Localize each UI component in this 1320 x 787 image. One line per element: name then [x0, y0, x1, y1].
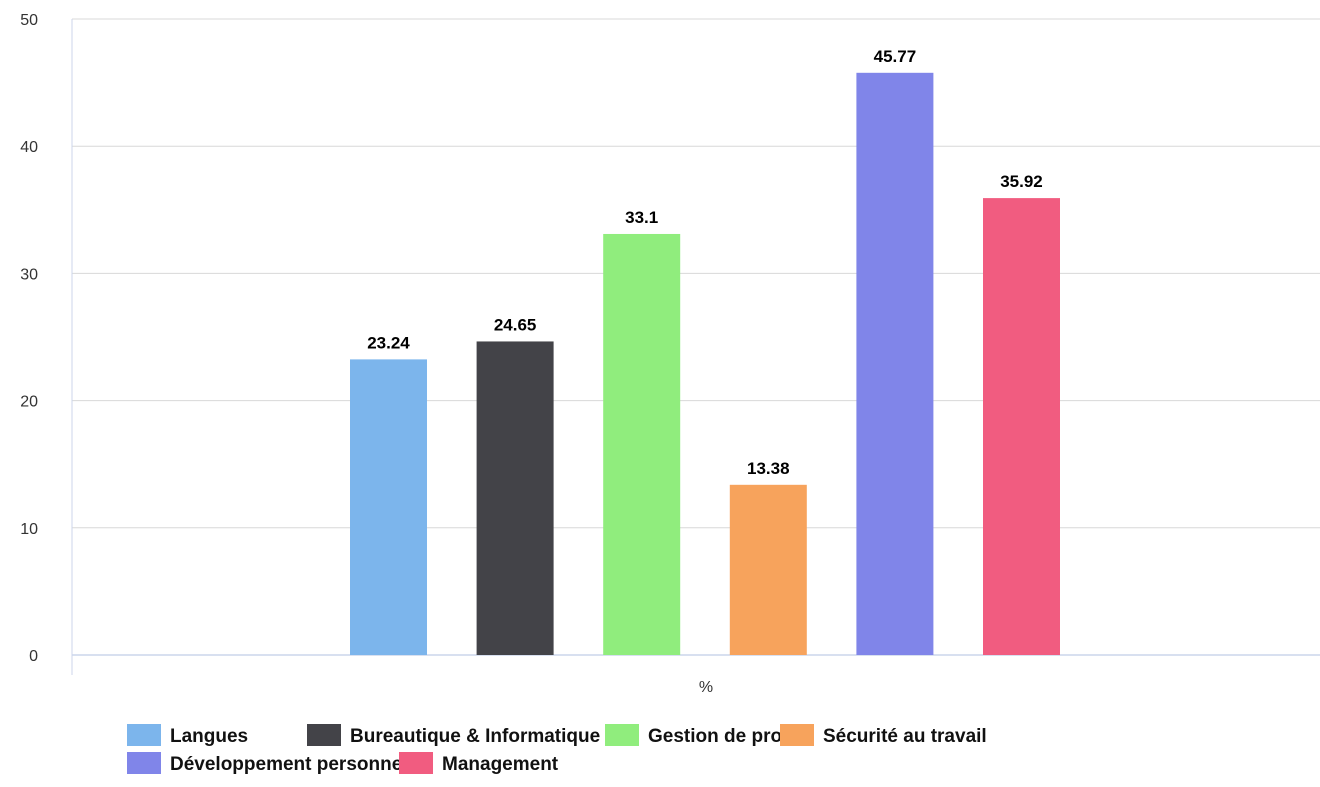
data-label: 35.92: [1000, 172, 1043, 191]
y-tick-label: 50: [20, 12, 38, 29]
y-tick-label: 20: [20, 394, 38, 411]
y-tick-label: 40: [20, 139, 38, 156]
grid-lines: [72, 18, 1320, 529]
data-labels: 23.24 24.65 33.1 13.38 45.77 35.92: [367, 47, 1043, 478]
legend-item[interactable]: Langues: [127, 724, 248, 747]
legend-swatch: [780, 724, 814, 746]
y-tick-label: 10: [20, 521, 38, 538]
legend-item[interactable]: Bureautique & Informatique: [307, 724, 600, 747]
y-axis-ticks: 0 10 20 30 40 50: [20, 12, 38, 665]
bar: [729, 484, 807, 655]
legend-item[interactable]: Sécurité au travail: [780, 724, 987, 747]
legend-swatch: [127, 724, 161, 746]
legend-item[interactable]: Management: [399, 752, 559, 775]
legend-item[interactable]: Développement personnel: [127, 752, 408, 775]
legend-swatch: [399, 752, 433, 774]
legend-label: Langues: [170, 726, 248, 747]
bars: [350, 72, 1060, 655]
axes: [71, 19, 1320, 675]
y-tick-label: 0: [29, 648, 38, 665]
data-label: 24.65: [494, 315, 537, 334]
y-tick-label: 30: [20, 266, 38, 283]
bar: [350, 359, 427, 655]
legend-swatch: [127, 752, 161, 774]
legend-label: Gestion de projet: [648, 726, 805, 747]
legend-label: Sécurité au travail: [823, 726, 987, 747]
x-axis-categories: %: [699, 679, 713, 696]
data-label: 13.38: [747, 459, 790, 478]
legend-swatch: [307, 724, 341, 746]
data-label: 45.77: [874, 47, 917, 66]
bar: [983, 198, 1060, 655]
legend-item[interactable]: Gestion de projet: [605, 724, 805, 747]
data-label: 33.1: [625, 208, 658, 227]
bar: [856, 72, 934, 655]
legend-swatch: [605, 724, 639, 746]
legend: Langues Bureautique & Informatique Gestion…: [127, 724, 987, 775]
legend-label: Développement personnel: [170, 754, 408, 775]
legend-label: Bureautique & Informatique: [350, 726, 600, 747]
bar: [476, 341, 554, 655]
x-category-label: %: [699, 679, 713, 696]
data-label: 23.24: [367, 333, 410, 352]
bar: [603, 233, 681, 655]
legend-label: Management: [442, 754, 559, 775]
